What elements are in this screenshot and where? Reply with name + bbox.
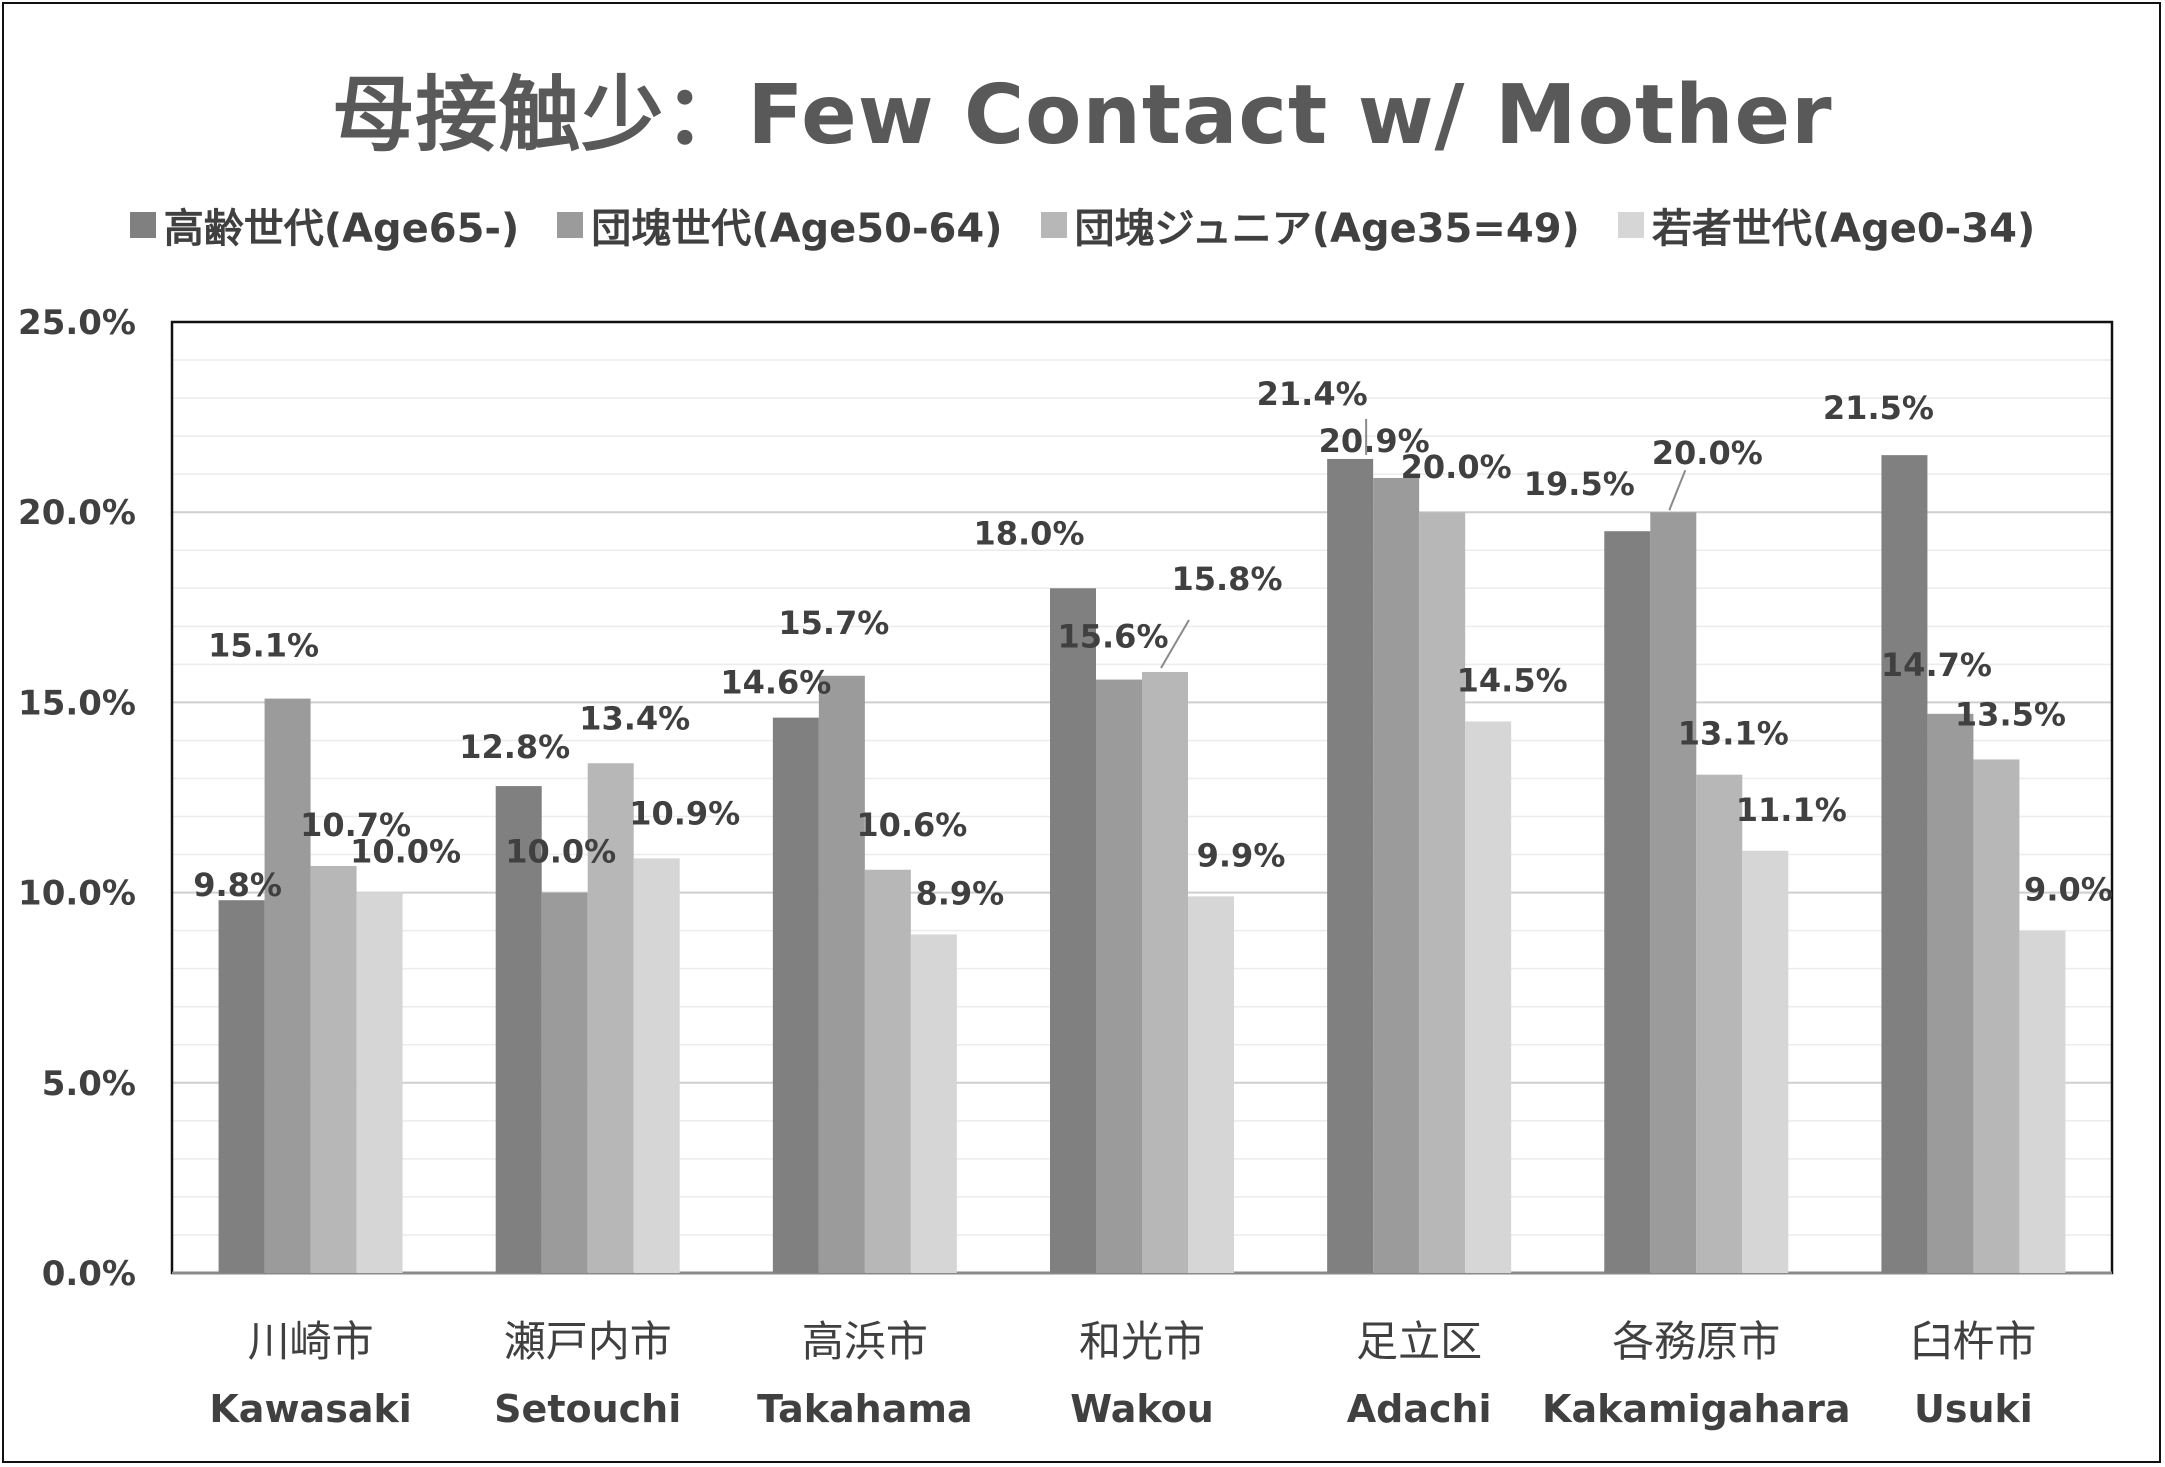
category-label-ja: 各務原市 (1612, 1317, 1780, 1366)
legend-item-young: 若者世代(Age0-34) (1617, 196, 2036, 254)
category-label-en: Takahama (757, 1387, 973, 1431)
category-label-ja: 川崎市 (248, 1317, 374, 1366)
bar (1696, 774, 1743, 1273)
bar (356, 892, 403, 1273)
bar (1881, 455, 1928, 1273)
bar (1419, 512, 1466, 1273)
legend-label-young: 若者世代(Age0-34) (1651, 206, 2036, 252)
bar (1742, 850, 1789, 1273)
data-label: 19.5% (1524, 465, 1635, 503)
data-label: 15.6% (1057, 618, 1168, 656)
data-label: 14.7% (1881, 646, 1992, 684)
legend-item-boomer-junior: 団塊ジュニア(Age35=49) (1040, 196, 1580, 254)
y-tick-label: 25.0% (18, 303, 136, 343)
category-label-ja: 臼杵市 (1910, 1317, 2036, 1366)
bar (310, 865, 357, 1273)
bar (864, 869, 911, 1273)
data-label: 20.0% (1652, 434, 1763, 472)
y-tick-label: 10.0% (18, 874, 136, 914)
leader-line (1160, 619, 1190, 669)
bar (264, 698, 311, 1273)
data-label: 20.9% (1319, 422, 1430, 460)
bar (910, 934, 957, 1273)
data-label: 10.0% (505, 833, 616, 871)
data-label: 8.9% (915, 874, 1004, 912)
legend-swatch-baby-boomer (557, 212, 584, 238)
legend-swatch-boomer-junior (1040, 212, 1067, 238)
legend-label-baby-boomer: 団塊世代(Age50-64) (591, 206, 1003, 252)
legend-swatch-young (1617, 212, 1644, 238)
bar (1050, 588, 1096, 1273)
data-label: 11.1% (1736, 791, 1847, 829)
data-label: 10.0% (350, 833, 461, 871)
bar (1327, 458, 1374, 1274)
category-label-en: Adachi (1347, 1387, 1492, 1431)
category-label-en: Wakou (1070, 1387, 1214, 1431)
category-label-en: Kawasaki (209, 1387, 411, 1431)
bar (1650, 512, 1697, 1273)
data-label: 13.5% (1955, 695, 2066, 733)
legend-swatch-elderly (129, 212, 156, 238)
bar (1096, 679, 1142, 1273)
data-label: 9.9% (1197, 836, 1286, 874)
bar (218, 900, 265, 1273)
bar (1927, 713, 1974, 1273)
bar (1604, 531, 1651, 1273)
data-label: 15.8% (1171, 560, 1282, 598)
data-label: 15.7% (778, 604, 889, 642)
bar (772, 717, 819, 1273)
chart-title: 母接触少：Few Contact w/ Mother (332, 68, 1833, 163)
data-label: 14.6% (720, 664, 831, 702)
bar (495, 786, 542, 1273)
bar (1142, 671, 1188, 1273)
y-tick-label: 15.0% (18, 683, 136, 723)
category-label-ja: 和光市 (1079, 1317, 1205, 1366)
legend-item-elderly: 高齢世代(Age65-) (129, 196, 520, 254)
bar (1373, 477, 1420, 1273)
data-label: 10.9% (629, 794, 740, 832)
data-label: 13.4% (579, 699, 690, 737)
category-label-en: Kakamigahara (1542, 1387, 1851, 1431)
legend-label-boomer-junior: 団塊ジュニア(Age35=49) (1074, 206, 1580, 252)
bar (541, 892, 588, 1273)
y-tick-label: 0.0% (42, 1254, 136, 1294)
bar (1465, 721, 1512, 1273)
bar (2019, 930, 2066, 1273)
data-label: 15.1% (208, 627, 319, 665)
data-label: 20.0% (1401, 448, 1512, 486)
category-label-en: Setouchi (494, 1387, 681, 1431)
data-label: 10.6% (856, 806, 967, 844)
bar (587, 763, 634, 1273)
data-label: 14.5% (1457, 661, 1568, 699)
category-label-ja: 足立区 (1356, 1317, 1482, 1366)
data-label: 9.8% (193, 866, 282, 904)
data-label: 18.0% (973, 514, 1084, 552)
data-label: 21.5% (1823, 389, 1934, 427)
data-label: 21.4% (1257, 375, 1368, 413)
bar (633, 858, 680, 1273)
bar (818, 675, 865, 1273)
category-label-ja: 瀬戸内市 (504, 1317, 672, 1366)
bar (1188, 896, 1234, 1273)
data-label: 12.8% (459, 728, 570, 766)
legend-label-elderly: 高齢世代(Age65-) (163, 206, 520, 252)
y-tick-label: 20.0% (18, 493, 136, 533)
category-label-en: Usuki (1914, 1387, 2033, 1431)
legend: 高齢世代(Age65-) 団塊世代(Age50-64) 団塊ジュニア(Age35… (0, 196, 2165, 254)
category-label-ja: 高浜市 (802, 1317, 928, 1366)
legend-item-baby-boomer: 団塊世代(Age50-64) (557, 196, 1003, 254)
leader-line (1668, 469, 1687, 511)
bar (1973, 759, 2020, 1273)
data-label: 13.1% (1678, 715, 1789, 753)
data-label: 10.7% (300, 806, 411, 844)
data-label: 9.0% (2024, 871, 2113, 909)
y-tick-label: 5.0% (42, 1064, 136, 1104)
